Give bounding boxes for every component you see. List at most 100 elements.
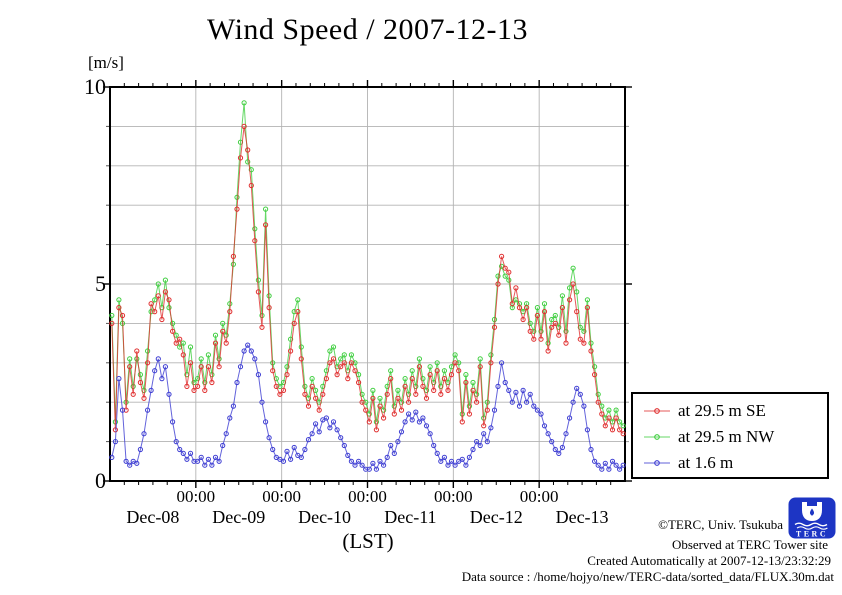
data-point	[212, 332, 219, 338]
legend-item: at 1.6 m	[642, 450, 827, 476]
data-point	[381, 462, 387, 468]
data-point	[592, 372, 598, 378]
data-point	[452, 352, 458, 358]
data-point	[209, 379, 215, 386]
data-point	[216, 364, 222, 370]
data-point	[145, 407, 151, 413]
data-point	[477, 356, 483, 362]
data-point	[463, 379, 469, 386]
data-point	[398, 429, 405, 435]
data-point	[402, 383, 408, 389]
data-point	[584, 427, 591, 433]
data-point	[341, 352, 347, 358]
data-point	[327, 425, 333, 431]
y-tick-label: 0	[95, 468, 106, 493]
data-point	[220, 328, 226, 334]
data-point	[499, 253, 505, 259]
y-tick-label: 10	[84, 74, 106, 99]
data-point	[416, 356, 422, 362]
data-point	[359, 399, 365, 405]
data-point	[288, 336, 294, 342]
data-point	[270, 446, 276, 453]
data-point	[470, 446, 476, 453]
data-point	[330, 344, 337, 350]
data-point	[241, 100, 247, 106]
data-point	[484, 439, 490, 445]
data-point	[620, 431, 626, 437]
data-point	[516, 403, 523, 409]
data-point	[559, 305, 566, 311]
data-point	[270, 368, 276, 374]
data-point	[330, 419, 337, 425]
data-point	[123, 458, 129, 464]
data-point	[291, 309, 297, 315]
data-point	[491, 407, 498, 413]
data-point	[195, 383, 201, 389]
data-point	[613, 462, 619, 468]
data-point	[255, 277, 261, 283]
data-point	[313, 421, 319, 427]
data-point	[441, 454, 447, 460]
data-point	[524, 305, 530, 311]
data-point	[155, 293, 161, 299]
data-point	[456, 360, 462, 366]
data-point	[187, 360, 194, 366]
legend-marker-icon	[644, 460, 670, 466]
data-point	[334, 427, 340, 433]
legend-item-label: at 1.6 m	[678, 453, 734, 472]
data-point	[377, 395, 383, 401]
data-point	[273, 383, 279, 389]
data-point	[524, 399, 530, 405]
data-point	[123, 407, 129, 413]
data-point	[198, 356, 204, 362]
data-point	[502, 273, 508, 279]
plot-frame	[109, 86, 626, 482]
data-point	[116, 305, 122, 311]
x-day-label: Dec-08	[126, 507, 180, 527]
data-point	[609, 427, 616, 433]
x-day-label: Dec-11	[384, 507, 437, 527]
data-point	[481, 423, 487, 429]
data-point	[595, 399, 601, 405]
data-point	[245, 342, 251, 348]
data-point	[162, 364, 168, 370]
data-point	[606, 466, 612, 472]
data-point	[599, 466, 605, 472]
data-point	[170, 419, 176, 425]
data-point	[506, 387, 512, 393]
data-point	[263, 206, 269, 212]
data-point	[166, 305, 172, 311]
data-point	[502, 379, 508, 386]
data-point	[202, 387, 208, 393]
data-point	[134, 460, 140, 466]
data-point	[187, 344, 194, 350]
data-point	[227, 415, 233, 421]
data-point	[477, 442, 483, 449]
data-point	[552, 320, 558, 326]
data-point	[445, 462, 451, 468]
data-point	[431, 387, 437, 393]
data-point	[409, 417, 415, 423]
data-point	[141, 431, 147, 437]
data-point	[484, 407, 490, 413]
data-point	[202, 462, 208, 468]
data-point	[291, 320, 297, 326]
data-point	[398, 407, 405, 413]
logo-wave-line-1	[794, 522, 828, 527]
data-point	[223, 340, 229, 346]
data-point	[277, 383, 283, 389]
data-point	[588, 446, 594, 453]
data-point	[234, 206, 240, 212]
data-point	[377, 458, 383, 464]
data-point	[137, 372, 143, 378]
observed-site-text: Observed at TERC Tower site	[671, 537, 828, 552]
data-point	[259, 399, 265, 405]
data-point	[116, 376, 122, 382]
data-point	[463, 372, 469, 378]
data-point	[574, 385, 580, 391]
data-point	[323, 415, 329, 421]
data-point	[338, 364, 344, 370]
legend-item: at 29.5 m SE	[642, 398, 827, 424]
data-point	[137, 446, 143, 453]
